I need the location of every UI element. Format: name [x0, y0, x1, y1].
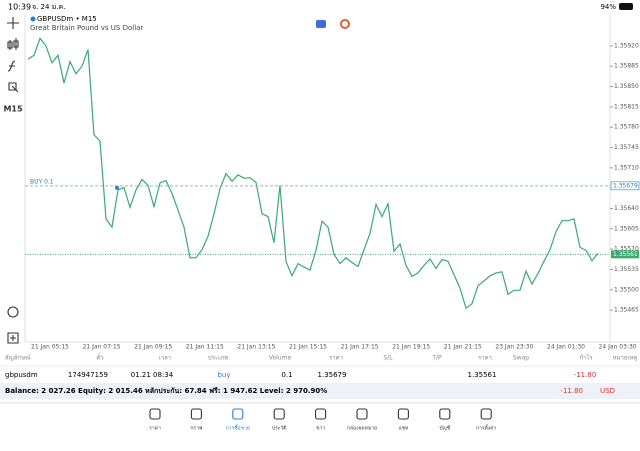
zoom-tool[interactable] — [7, 306, 19, 318]
nav-label[interactable]: กล่องจดหมาย — [347, 426, 377, 432]
nav-icon[interactable] — [480, 408, 492, 420]
entry-point — [115, 185, 119, 190]
column-header[interactable]: T/P — [431, 355, 442, 362]
toolbar — [7, 17, 19, 344]
column-header[interactable]: กำไร — [579, 354, 593, 362]
x-tick-label: 21 Jan 19:15 — [392, 344, 430, 351]
currency: USD — [600, 387, 615, 395]
symbol-dot — [30, 16, 36, 22]
price-line — [27, 37, 599, 310]
nav-icon[interactable] — [273, 408, 285, 420]
y-tick-label: 1.35920 — [614, 42, 639, 49]
signal-icon[interactable] — [340, 19, 350, 29]
nav-label[interactable]: การซื้อขาย — [226, 423, 250, 432]
symbol-description: Great Britain Pound vs US Dollar — [30, 24, 143, 32]
column-header[interactable]: Volume — [269, 355, 292, 362]
bid-price-label: 1.35561 — [613, 251, 638, 258]
row-open-price: 1.35679 — [318, 371, 347, 379]
chart-type-tool[interactable] — [7, 38, 19, 50]
status-date: จ. 24 ม.ค. — [32, 3, 65, 11]
nav-icon[interactable] — [356, 408, 368, 420]
x-tick-label: 23 Jan 23:30 — [495, 344, 533, 351]
x-tick-label: 21 Jan 13:15 — [237, 344, 275, 351]
column-header[interactable]: ประเภท — [208, 355, 228, 362]
x-tick-label: 21 Jan 07:15 — [83, 344, 121, 351]
battery-icon — [619, 3, 633, 10]
x-tick-label: 21 Jan 05:15 — [31, 344, 69, 351]
y-tick-label: 1.35535 — [614, 266, 639, 273]
nav-icon[interactable] — [397, 408, 409, 420]
y-tick-label: 1.35815 — [614, 103, 639, 110]
nav-label[interactable]: ข่าว — [316, 426, 325, 432]
x-tick-label: 24 Jan 01:30 — [547, 344, 585, 351]
nav-icon[interactable] — [232, 408, 244, 420]
row-ticket: 174947159 — [68, 371, 108, 379]
total-profit: -11.80 — [560, 387, 583, 395]
nav-icon[interactable] — [190, 408, 202, 420]
nav-icon[interactable] — [315, 408, 327, 420]
column-header[interactable]: ราคา — [478, 355, 492, 362]
y-tick-label: 1.35885 — [614, 63, 639, 70]
timeframe[interactable]: M15 — [3, 105, 23, 114]
status-time: 10:39 — [8, 3, 31, 12]
x-tick-label: 21 Jan 09:15 — [134, 344, 172, 351]
nav-label[interactable]: ประวัติ — [272, 425, 287, 432]
y-tick-label: 1.35640 — [614, 205, 639, 212]
nav-label[interactable]: กราฟ — [190, 426, 203, 432]
x-tick-label: 21 Jan 21:15 — [444, 344, 482, 351]
row-volume: 0.1 — [281, 371, 292, 379]
row-symbol[interactable]: gbpusdm — [5, 371, 38, 379]
one-click-icon[interactable] — [316, 20, 326, 28]
x-tick-label: 24 Jan 03:30 — [599, 344, 637, 351]
y-tick-label: 1.35780 — [614, 124, 639, 131]
account-summary: Balance: 2 027.26 Equity: 2 015.46 หลักป… — [5, 387, 327, 395]
buy-price-box — [610, 181, 640, 191]
new-order-tool[interactable] — [7, 332, 19, 344]
column-header[interactable]: หมายเหตุ — [613, 355, 638, 362]
y-tick-label: 1.35605 — [614, 225, 639, 232]
x-tick-label: 21 Jan 11:15 — [186, 344, 224, 351]
column-header[interactable]: Swap — [513, 355, 529, 362]
row-profit: -11.80 — [574, 371, 597, 379]
objects-tool[interactable] — [8, 82, 19, 93]
column-header[interactable]: สัญลักษณ์ — [5, 354, 31, 362]
nav-label[interactable]: การตั้งค่า — [476, 423, 497, 432]
bid-price-box — [611, 250, 639, 259]
column-header[interactable]: S/L — [383, 355, 393, 362]
nav-icon[interactable] — [149, 408, 161, 420]
column-header[interactable]: เวลา — [159, 355, 171, 362]
y-tick-label: 1.35850 — [614, 83, 639, 90]
y-tick-label: 1.35570 — [614, 246, 639, 253]
y-tick-label: 1.35500 — [614, 286, 639, 293]
x-tick-label: 21 Jan 17:15 — [341, 344, 379, 351]
x-tick-label: 21 Jan 15:15 — [289, 344, 327, 351]
y-tick-label: 1.35710 — [614, 164, 639, 171]
column-header[interactable]: ราคา — [329, 355, 343, 362]
nav-icon[interactable] — [439, 408, 451, 420]
symbol: GBPUSDm • M15 — [37, 15, 97, 23]
y-tick-label: 1.35745 — [614, 144, 639, 151]
indicator-tool[interactable] — [7, 60, 16, 72]
y-tick-label: 1.35465 — [614, 307, 639, 314]
row-time: 01.21 08:34 — [131, 371, 174, 379]
order-label: BUY 0.1 — [30, 178, 54, 185]
nav-label[interactable]: บัญชี — [439, 425, 450, 432]
column-header[interactable]: ตั๋ว — [96, 352, 103, 361]
row-price: 1.35561 — [468, 371, 497, 379]
nav-label[interactable]: แชท — [398, 426, 408, 432]
summary-bar — [0, 383, 640, 399]
row-type: buy — [217, 371, 230, 379]
nav-label[interactable]: ราคา — [149, 426, 161, 432]
crosshair-tool[interactable] — [7, 17, 19, 29]
buy-price-label: 1.35679 — [613, 182, 638, 189]
battery: 94% — [600, 3, 616, 11]
